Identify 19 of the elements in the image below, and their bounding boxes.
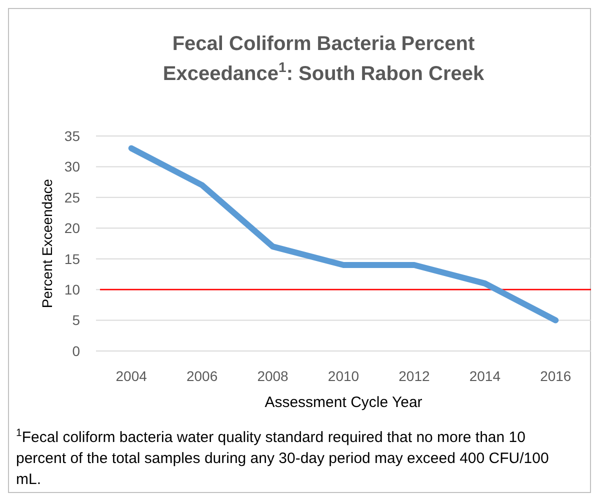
- x-tick-label: 2008: [257, 368, 289, 384]
- x-tick-label: 2006: [186, 368, 218, 384]
- x-tick-label: 2014: [469, 368, 501, 384]
- y-tick-label: 15: [64, 250, 80, 267]
- text: $^{1}$Fecal coliform bacteria water quality standard required that no more than 10 percent of the total samples during any 30-day period may exceed 400 CFU/100 mL.: [16, 427, 549, 488]
- y-tick-label: 0: [72, 342, 80, 359]
- y-tick-label: 30: [64, 158, 80, 175]
- y-tick-label: 5: [72, 312, 80, 328]
- y-tick-label: 10: [64, 281, 80, 298]
- y-axis-title: Percent Exceendace: [39, 178, 55, 308]
- x-axis-title: Assessment Cycle Year: [264, 394, 422, 411]
- y-tick-label: 25: [64, 189, 80, 206]
- chart-title: Fecal Coliform Bacteria Percent Exceedance$^{1}$: South Rabon Creek: [162, 33, 485, 85]
- y-tick-label: 20: [64, 220, 80, 236]
- x-tick-label: 2004: [116, 368, 148, 384]
- x-tick-label: 2010: [328, 368, 360, 384]
- y-tick-label: 35: [64, 128, 80, 144]
- x-tick-label: 2016: [540, 368, 572, 384]
- x-tick-label: 2012: [398, 368, 430, 384]
